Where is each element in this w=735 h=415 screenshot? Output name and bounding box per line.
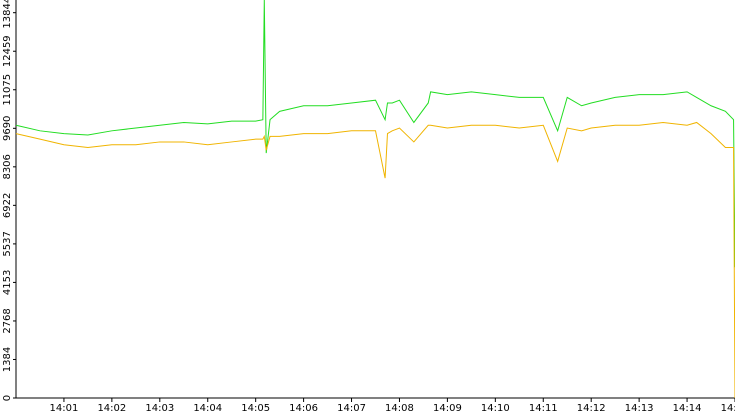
x-tick-label: 14:11 [529,403,558,414]
x-tick-label: 14:10 [481,403,510,414]
series-line [15,121,735,399]
x-tick-label: 14:03 [145,403,174,414]
x-tick-label: 14:12 [577,403,606,414]
y-tick-label: 11075 [2,74,13,106]
x-tick-label: 14:14 [673,403,702,414]
y-tick-label: 6922 [2,193,13,218]
y-tick-label: 4153 [2,270,13,295]
x-tick-label: 14:09 [433,403,462,414]
x-tick-label: 14:13 [625,403,654,414]
y-tick-label: 0 [2,395,13,401]
x-tick-label: 14:01 [50,403,79,414]
y-tick-label: 12459 [2,35,13,67]
x-tick-label: 14:06 [289,403,318,414]
y-tick-label: 8306 [2,154,13,179]
y-tick-label: 13844 [2,0,13,29]
series-line [15,0,735,268]
x-tick-label: 14:05 [241,403,270,414]
x-tick-label: 14:15 [721,403,735,414]
x-tick-label: 14:02 [97,403,126,414]
y-tick-label: 1384 [2,347,13,372]
y-tick-label: 9690 [2,116,13,141]
x-tick-label: 14:07 [337,403,366,414]
x-tick-label: 14:08 [385,403,414,414]
y-tick-label: 2768 [2,308,13,333]
x-tick-label: 14:04 [193,403,222,414]
y-tick-label: 5537 [2,231,13,256]
